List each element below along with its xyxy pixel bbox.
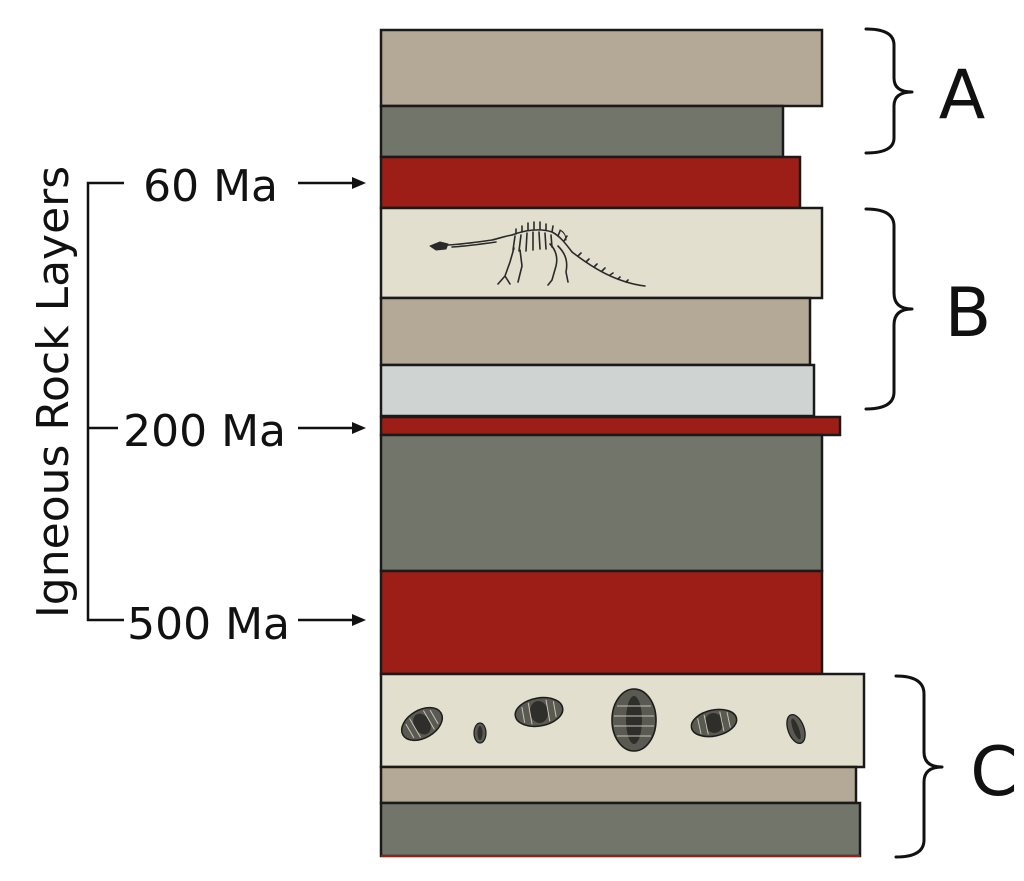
trilobite-icon: [690, 708, 738, 738]
brace-b: [864, 207, 914, 411]
arrow-500ma: [298, 614, 366, 626]
trilobite-icon: [786, 713, 806, 745]
trilobite-icon: [611, 688, 657, 752]
rock-column: [379, 28, 866, 858]
arrow-200ma: [298, 422, 366, 434]
layer-tan-bottom: [379, 765, 858, 805]
igneous-bracket: [86, 181, 124, 622]
layer-dark-gray-bottom: [379, 801, 862, 858]
layer-light-gray: [379, 363, 816, 418]
layer-cream-dinosaur: [379, 206, 824, 300]
group-braces: [864, 27, 944, 859]
age-arrows: [298, 177, 366, 626]
trilobite-icon: [400, 706, 444, 742]
trilobite-fossils: [400, 688, 806, 752]
group-label-a: A: [939, 56, 986, 135]
igneous-rock-layers-label: Igneous Rock Layers: [28, 166, 79, 618]
age-label-200ma: 200 Ma: [123, 406, 286, 457]
layer-dark-gray-thick: [379, 433, 824, 573]
layer-igneous-60ma: [379, 155, 802, 210]
layer-tan-middle: [379, 296, 812, 367]
brace-a: [864, 27, 914, 155]
layer-tan-top: [379, 28, 824, 108]
group-label-c: C: [970, 733, 1017, 812]
layer-igneous-200ma: [379, 415, 842, 437]
brace-c: [894, 674, 944, 859]
layer-dark-gray-top: [379, 104, 785, 159]
arrow-60ma: [298, 177, 366, 189]
trilobite-icon: [514, 696, 564, 728]
age-label-60ma: 60 Ma: [143, 161, 278, 212]
trilobite-icon: [473, 722, 487, 744]
layer-igneous-500ma: [379, 569, 824, 676]
dinosaur-skeleton-icon: [429, 221, 646, 287]
group-label-b: B: [945, 274, 992, 353]
age-label-500ma: 500 Ma: [127, 599, 290, 650]
